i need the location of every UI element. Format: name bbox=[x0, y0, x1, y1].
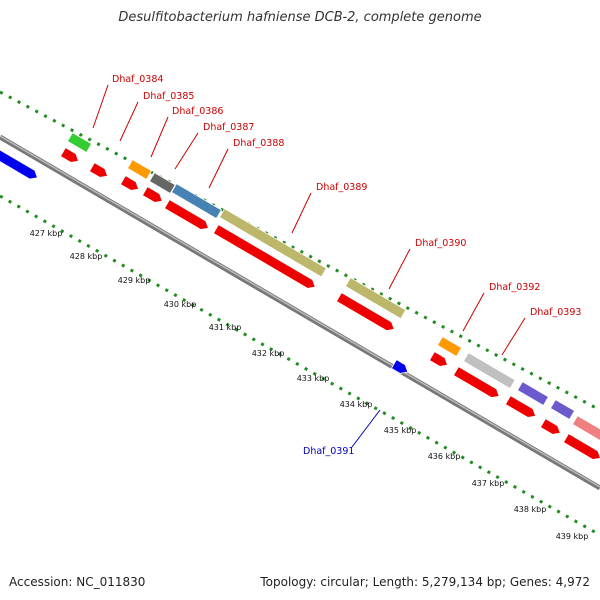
tick-label: 433 kbp bbox=[297, 374, 330, 383]
feature-layer bbox=[0, 132, 600, 460]
tick-label: 429 kbp bbox=[118, 276, 151, 285]
outer-dotted-ring bbox=[0, 90, 600, 412]
tick-label: 438 kbp bbox=[514, 505, 547, 514]
gene-label: Dhaf_0391 bbox=[303, 446, 354, 457]
cds-arrow-4 bbox=[141, 186, 163, 203]
feature-dhaf-0387-gray bbox=[148, 172, 176, 194]
gene-label: Dhaf_0388 bbox=[233, 138, 284, 149]
accession-text: Accession: NC_011830 bbox=[9, 575, 146, 589]
cds-arrow-2 bbox=[88, 162, 109, 178]
feature-dhaf-0384-green bbox=[66, 132, 93, 153]
cds-arrow-11 bbox=[539, 418, 561, 435]
gene-label: Dhaf_0389 bbox=[316, 182, 367, 193]
tick-label: 427 kbp bbox=[30, 229, 63, 238]
gene-label-leader bbox=[92, 84, 109, 129]
gene-label-leader bbox=[208, 148, 229, 189]
gene-label-leader bbox=[501, 317, 526, 356]
gene-label: Dhaf_0393 bbox=[530, 307, 581, 318]
gene-label-leader bbox=[291, 192, 312, 234]
tick-labels: 427 kbp 428 kbp 429 kbp 430 kbp 431 kbp 432 k… bbox=[30, 229, 589, 541]
gene-label: Dhaf_0386 bbox=[172, 106, 223, 117]
feature-dhaf-0389-khaki bbox=[218, 208, 327, 278]
gene-label: Dhaf_0385 bbox=[143, 91, 194, 102]
gene-label-leader bbox=[388, 248, 411, 290]
gene-label: Dhaf_0392 bbox=[489, 282, 540, 293]
cds-arrow-1 bbox=[59, 147, 80, 163]
gene-label: Dhaf_0384 bbox=[112, 74, 163, 85]
genome-backbone bbox=[0, 134, 600, 491]
gene-label-leader bbox=[351, 409, 381, 448]
tick-label: 437 kbp bbox=[472, 479, 505, 488]
tick-label: 428 kbp bbox=[70, 252, 103, 261]
cds-arrow-8 bbox=[428, 351, 449, 367]
feature-slate-1 bbox=[516, 381, 549, 407]
feature-dhaf-0391-blue bbox=[390, 359, 409, 374]
feature-slate-2 bbox=[549, 399, 576, 420]
feature-silver bbox=[462, 352, 516, 390]
gene-label-leader bbox=[462, 292, 485, 332]
gene-label-leader bbox=[150, 116, 169, 158]
cds-arrow-3 bbox=[119, 175, 140, 191]
feature-dhaf-0386-orange bbox=[126, 159, 153, 180]
gene-label-leader bbox=[119, 101, 139, 142]
tick-label: 434 kbp bbox=[340, 400, 373, 409]
tick-label: 431 kbp bbox=[209, 323, 242, 332]
inner-dotted-ring bbox=[0, 194, 600, 537]
cds-arrow-12 bbox=[562, 433, 600, 460]
genome-backbone-highlight bbox=[0, 135, 600, 488]
cds-arrow-6 bbox=[212, 224, 316, 289]
topology-text: Topology: circular; Length: 5,279,134 bp… bbox=[260, 575, 590, 589]
tick-label: 435 kbp bbox=[384, 426, 417, 435]
tick-label: 432 kbp bbox=[252, 349, 285, 358]
feature-dhaf-0392-orange bbox=[436, 336, 463, 357]
gene-label-leader bbox=[174, 132, 199, 170]
feature-dhaf-0388-steelblue bbox=[170, 183, 222, 220]
tick-label: 430 kbp bbox=[164, 300, 197, 309]
map-title: Desulfitobacterium hafniense DCB-2, comp… bbox=[118, 10, 482, 25]
cds-arrow-7 bbox=[335, 292, 395, 332]
gene-label: Dhaf_0387 bbox=[203, 122, 254, 133]
tick-label: 436 kbp bbox=[428, 452, 461, 461]
feature-blue-left bbox=[0, 145, 39, 180]
cds-arrow-10 bbox=[504, 395, 537, 418]
gene-label: Dhaf_0390 bbox=[415, 238, 466, 249]
cds-arrow-5 bbox=[163, 199, 209, 230]
feature-salmon bbox=[571, 415, 600, 446]
tick-label: 439 kbp bbox=[556, 532, 589, 541]
gene-labels: Dhaf_0384 Dhaf_0385 Dhaf_0386 Dhaf_0387 Dhaf… bbox=[92, 74, 581, 457]
cds-arrow-9 bbox=[452, 366, 500, 398]
feature-dhaf-0390-khaki bbox=[344, 277, 407, 320]
